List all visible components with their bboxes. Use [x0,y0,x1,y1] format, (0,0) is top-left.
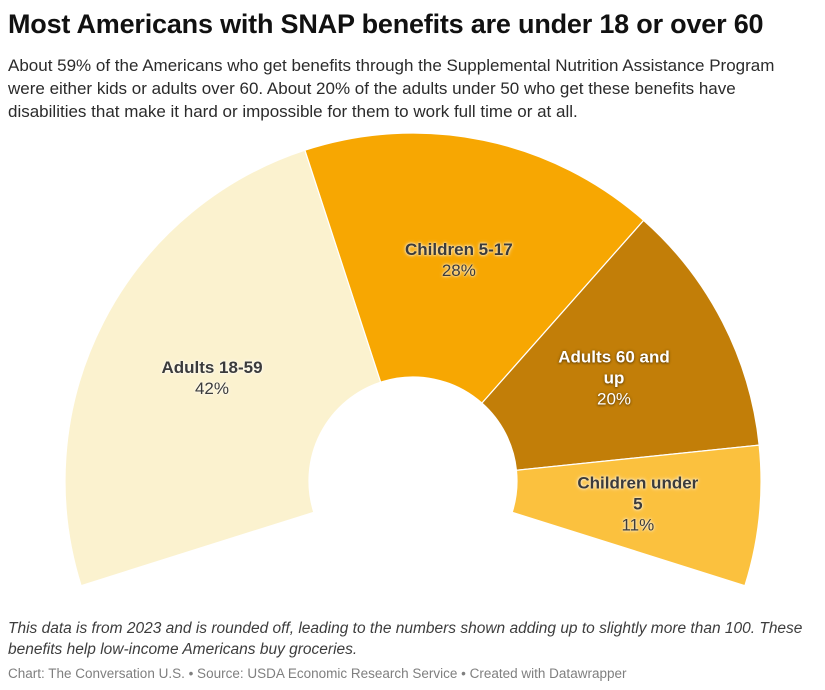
page-title: Most Americans with SNAP benefits are un… [8,9,764,39]
segment-children-under-5[interactable] [511,444,762,587]
segment-adults-18-59[interactable] [64,149,382,587]
segment-children-5-17[interactable] [304,133,645,405]
chart-note: This data is from 2023 and is rounded of… [8,620,803,659]
segment-adults-60-and-up[interactable] [481,219,760,472]
half-donut-chart: Adults 18-59 42% Children 5-17 28% Adults 60… [0,133,825,605]
chart-credit: Chart: The Conversation U.S. • Source: U… [8,666,627,682]
chart-description: About 59% of the Americans who get benef… [8,56,775,122]
half-donut-svg [64,133,762,587]
